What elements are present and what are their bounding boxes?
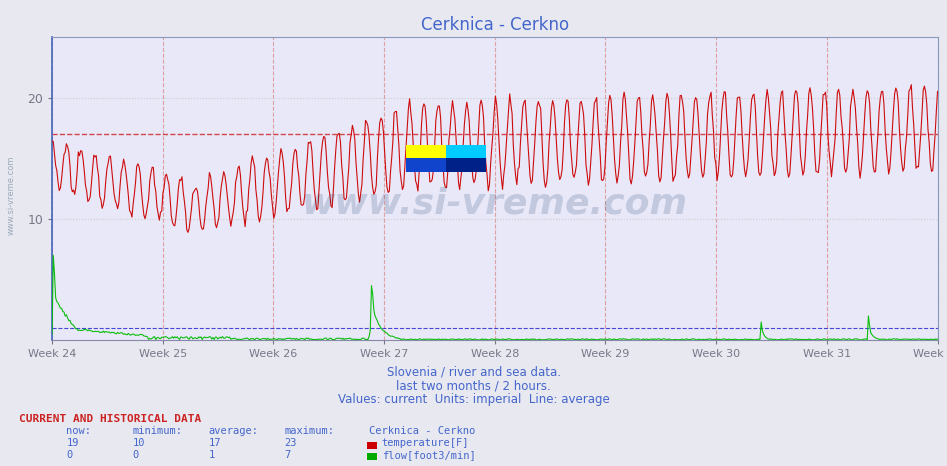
Bar <box>406 158 446 172</box>
Text: 7: 7 <box>284 450 291 459</box>
Title: Cerknica - Cerkno: Cerknica - Cerkno <box>420 16 569 34</box>
Text: average:: average: <box>208 426 259 436</box>
Text: Slovenia / river and sea data.: Slovenia / river and sea data. <box>386 365 561 378</box>
Text: 23: 23 <box>284 439 296 448</box>
Bar <box>446 158 486 172</box>
Text: flow[foot3/min]: flow[foot3/min] <box>382 450 475 459</box>
Text: Cerknica - Cerkno: Cerknica - Cerkno <box>369 426 475 436</box>
Text: now:: now: <box>66 426 91 436</box>
Text: 0: 0 <box>133 450 139 459</box>
Text: www.si-vreme.com: www.si-vreme.com <box>302 187 688 221</box>
Text: www.si-vreme.com: www.si-vreme.com <box>7 156 16 235</box>
Text: 10: 10 <box>133 439 145 448</box>
Text: minimum:: minimum: <box>133 426 183 436</box>
Text: 19: 19 <box>66 439 79 448</box>
Text: 1: 1 <box>208 450 215 459</box>
Text: CURRENT AND HISTORICAL DATA: CURRENT AND HISTORICAL DATA <box>19 414 201 424</box>
Bar <box>406 145 446 158</box>
Text: last two months / 2 hours.: last two months / 2 hours. <box>396 379 551 392</box>
Text: 17: 17 <box>208 439 221 448</box>
Text: 0: 0 <box>66 450 73 459</box>
Bar <box>446 145 486 158</box>
Text: temperature[F]: temperature[F] <box>382 439 469 448</box>
Text: maximum:: maximum: <box>284 426 334 436</box>
Text: Values: current  Units: imperial  Line: average: Values: current Units: imperial Line: av… <box>338 393 609 406</box>
